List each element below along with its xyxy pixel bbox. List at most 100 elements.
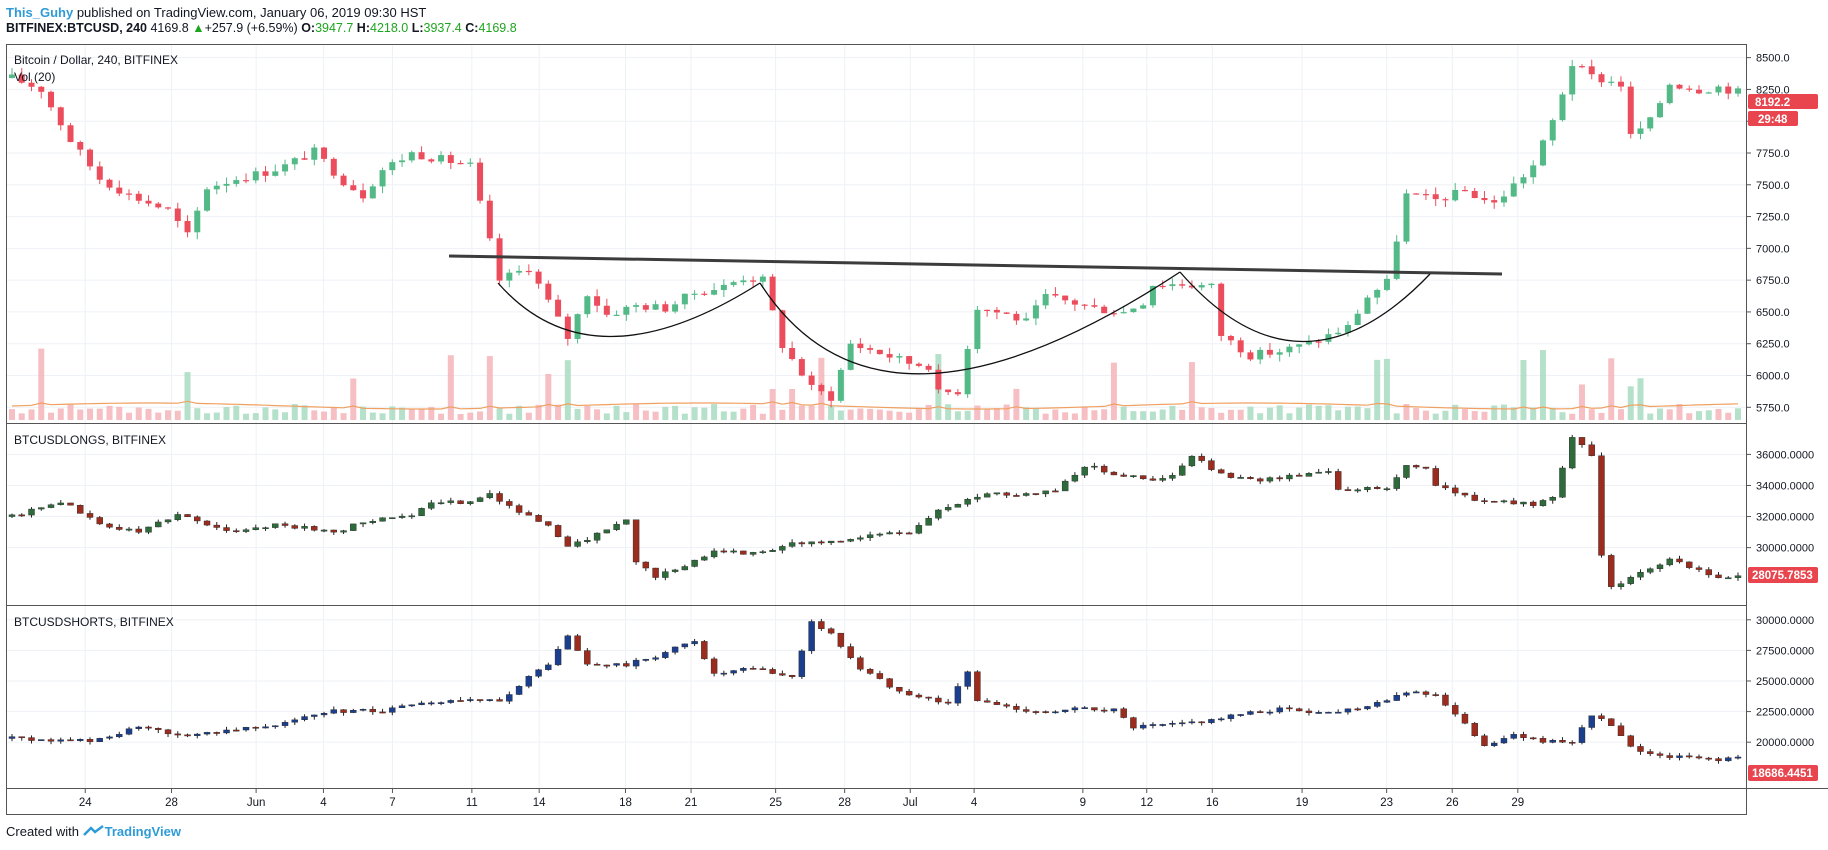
candle-body: [1237, 477, 1244, 479]
candle-body: [1208, 719, 1215, 723]
y-tick-label: 7500.0: [1756, 180, 1790, 192]
candle-body: [1452, 487, 1459, 494]
volume-bar: [857, 408, 864, 420]
candle-body: [1647, 568, 1654, 573]
candle-body: [866, 669, 874, 674]
longs-candles[interactable]: [8, 434, 1742, 590]
arc-3[interactable]: [1179, 271, 1431, 343]
tradingview-brand[interactable]: TradingView: [104, 824, 181, 839]
candle-body: [1305, 341, 1312, 345]
candle-body: [1432, 694, 1439, 696]
candle-body: [233, 530, 240, 533]
footer: Created with TradingView: [6, 824, 181, 839]
candle-body: [515, 686, 523, 695]
volume-bar: [984, 408, 991, 420]
candle-body: [779, 673, 786, 676]
volume-bar: [155, 412, 162, 420]
candle-body: [847, 646, 854, 658]
candle-body: [330, 709, 337, 714]
candle-body: [671, 646, 679, 653]
candle-body: [1305, 473, 1313, 477]
candle-body: [77, 142, 84, 150]
candle-body: [38, 739, 45, 741]
author-link[interactable]: This_Guhy: [6, 5, 74, 20]
volume-bar: [1149, 411, 1156, 420]
high-value: 4218.0: [370, 21, 409, 35]
arc-2[interactable]: [759, 271, 1181, 375]
candle-body: [876, 533, 884, 536]
candle-body: [1530, 737, 1537, 740]
candle-body: [1539, 500, 1547, 506]
candle-body: [1647, 117, 1654, 129]
volume-bar: [1530, 407, 1537, 420]
candle-body: [8, 736, 16, 739]
candle-body: [1608, 81, 1615, 83]
candle-body: [398, 705, 406, 708]
volume-bar: [1452, 404, 1459, 420]
candle-body: [1188, 455, 1196, 467]
candle-body: [1393, 477, 1400, 489]
low-value: 3937.4: [423, 21, 462, 35]
candle-body: [1052, 711, 1059, 714]
candle-body: [340, 530, 347, 533]
candle-body: [1569, 741, 1576, 744]
candle-body: [282, 164, 289, 172]
candle-body: [925, 517, 932, 526]
volume-bar: [545, 373, 552, 420]
volume-bar: [1032, 408, 1039, 420]
candle-body: [1578, 437, 1586, 446]
candle-body: [701, 556, 708, 561]
price-candles[interactable]: [9, 59, 1741, 408]
shorts-pane-title: BTCUSDSHORTS, BITFINEX: [14, 615, 174, 629]
volume-bar: [1647, 413, 1654, 420]
candle-body: [1247, 711, 1254, 715]
candle-body: [1003, 312, 1010, 314]
x-tick-label: 29: [1511, 797, 1524, 809]
candle-body: [203, 520, 211, 526]
volume-bars: [9, 348, 1741, 420]
candle-body: [116, 527, 123, 530]
candle-body: [457, 500, 464, 504]
candle-body: [330, 529, 337, 533]
candle-body: [67, 739, 74, 742]
open-value: 3947.7: [315, 21, 354, 35]
candle-body: [233, 180, 240, 184]
candle-body: [720, 672, 728, 675]
neckline[interactable]: [448, 254, 1503, 276]
candle-body: [486, 200, 493, 239]
candle-body: [281, 523, 289, 526]
arc-1[interactable]: [497, 282, 761, 338]
candle-body: [847, 343, 854, 370]
y-tick-label: 34000.0000: [1756, 480, 1814, 492]
candle-body: [691, 641, 698, 645]
candle-body: [8, 514, 16, 517]
candle-body: [818, 621, 825, 629]
volume-bar: [457, 413, 464, 420]
candle-body: [428, 702, 435, 705]
shorts-candles[interactable]: [8, 618, 1742, 764]
candle-body: [1666, 84, 1673, 104]
volume-bar: [477, 411, 484, 420]
candle-body: [564, 316, 571, 339]
candle-body: [340, 709, 347, 713]
candle-body: [642, 659, 650, 661]
volume-bar: [252, 413, 259, 420]
volume-bar: [594, 409, 601, 420]
candle-body: [467, 162, 474, 164]
candle-body: [1198, 285, 1205, 288]
candle-body: [1023, 318, 1030, 321]
x-tick-label: 26: [1446, 797, 1459, 809]
candle-body: [720, 550, 728, 553]
cup-handle-drawings[interactable]: [448, 254, 1503, 375]
candle-body: [291, 158, 298, 165]
candle-body: [360, 190, 367, 199]
candle-body: [428, 159, 435, 162]
candle-body: [525, 270, 532, 273]
volume-bar: [867, 408, 874, 420]
candle-body: [496, 699, 503, 702]
candle-body: [1608, 718, 1615, 726]
candle-body: [769, 276, 776, 311]
volume-bar: [438, 413, 445, 420]
candle-body: [184, 514, 191, 518]
